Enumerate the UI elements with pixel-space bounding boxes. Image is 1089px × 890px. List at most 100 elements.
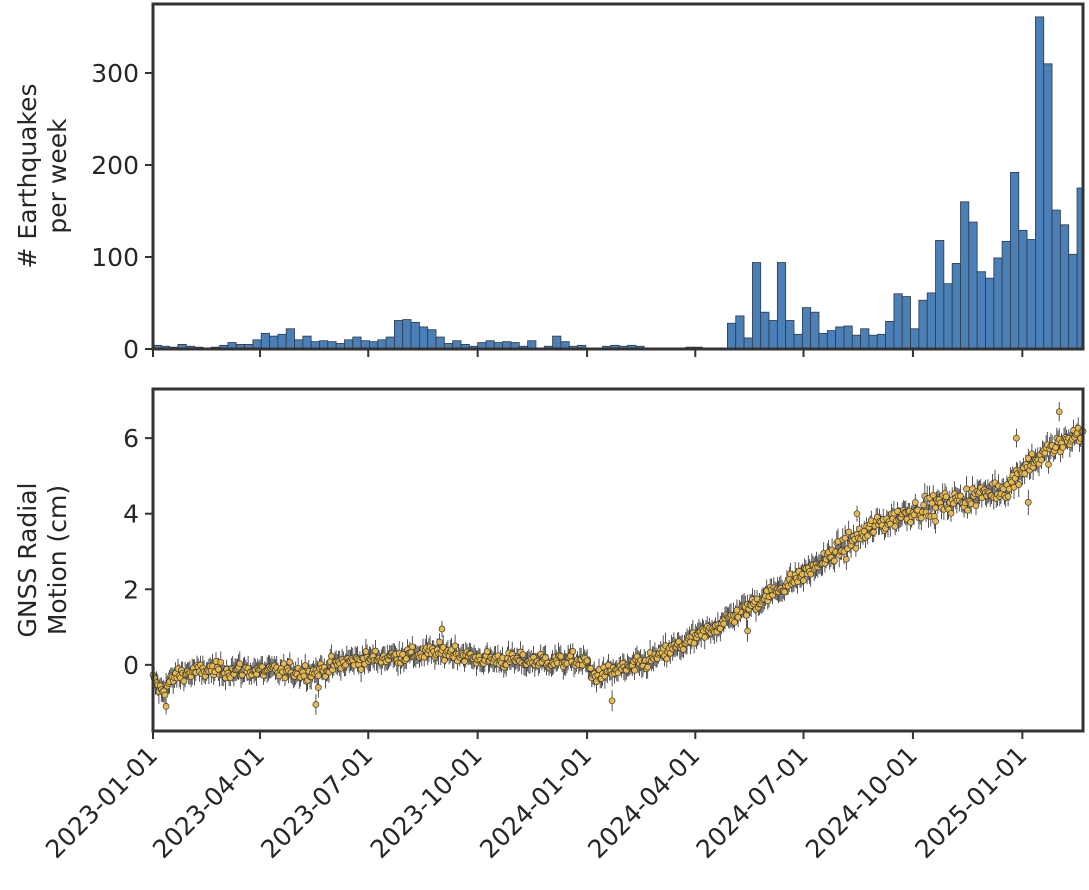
gnss-point (631, 666, 638, 674)
gnss-point (920, 501, 927, 509)
y-tick-label: 4 (123, 500, 139, 529)
gnss-point (569, 648, 577, 655)
earthquake-bar (776, 262, 787, 350)
earthquake-bar (1001, 240, 1011, 350)
gnss-point (519, 651, 527, 658)
gnss-point (1055, 408, 1063, 416)
gnss-point (583, 657, 591, 665)
earthquake-bar (851, 334, 862, 350)
gnss-point (281, 674, 289, 682)
gnss-point (180, 677, 188, 685)
earthquake-bar (918, 299, 928, 350)
x-tick-label: 2024-07-01 (691, 741, 814, 864)
earthquake-bar (402, 319, 412, 350)
gnss-y-ticks: 0 2 4 6 (123, 424, 153, 680)
earthquake-bar (760, 311, 770, 350)
earthquake-bar (435, 336, 445, 350)
gnss-point (690, 639, 698, 647)
gnss-point (280, 660, 288, 667)
gnss-point (161, 691, 169, 699)
earthquake-bar (818, 332, 828, 350)
gnss-point (314, 672, 322, 680)
gnss-point (439, 643, 447, 651)
earthquake-bar (843, 325, 853, 350)
earthquake-bar (394, 320, 404, 350)
earthquake-bar (951, 263, 961, 350)
gnss-point (907, 518, 914, 526)
gnss-point (362, 648, 370, 655)
earthquake-y-ticks: 0 100 200 300 (91, 59, 153, 364)
x-tick-label: 2023-07-01 (255, 741, 378, 864)
gnss-point (1052, 444, 1059, 451)
earthquake-ylabel-line1: # Earthquakes (13, 84, 42, 269)
gnss-point (438, 625, 446, 633)
x-tick-label: 2024-10-01 (800, 741, 923, 864)
earthquake-bar (285, 328, 295, 350)
y-tick-label: 100 (91, 243, 139, 272)
earthquake-bar (968, 221, 978, 350)
gnss-point (942, 493, 950, 501)
earthquake-bar (901, 296, 911, 350)
gnss-point (372, 647, 379, 655)
x-tick-label: 2023-10-01 (365, 741, 488, 864)
gnss-point (357, 666, 365, 673)
gnss-point (932, 517, 939, 525)
gnss-point (864, 532, 872, 540)
gnss-point (217, 658, 225, 666)
y-tick-label: 300 (91, 59, 139, 88)
earthquake-bar (277, 333, 287, 350)
gnss-point (845, 528, 853, 536)
gnss-point (963, 485, 970, 493)
gnss-point (744, 627, 751, 635)
gnss-point (891, 523, 899, 530)
gnss-point (1045, 461, 1052, 468)
gnss-point (301, 662, 309, 669)
gnss-point (743, 611, 750, 619)
x-tick-label: 2024-04-01 (582, 741, 705, 864)
gnss-motion-panel: 0 2 4 6 GNSS Radial Motion (cm) (13, 387, 1087, 739)
earthquake-bar (885, 320, 895, 350)
earthquake-bar (768, 320, 778, 350)
gnss-point (807, 570, 815, 578)
gnss-point (461, 658, 468, 665)
earthquake-bar (793, 333, 803, 350)
earthquake-bar (1043, 63, 1053, 350)
gnss-point (436, 638, 443, 646)
gnss-point (680, 646, 687, 653)
gnss-ylabel-line2: Motion (cm) (43, 485, 72, 635)
gnss-point (733, 606, 741, 614)
gnss-point (1004, 493, 1012, 500)
earthquake-histogram-panel: 0 100 200 300 # Earthquakes per week (13, 2, 1085, 364)
earthquake-bars (152, 16, 1084, 350)
gnss-point (731, 618, 738, 626)
earthquake-bar (985, 277, 995, 350)
gnss-point (947, 509, 955, 517)
earthquake-bar (976, 271, 986, 350)
gnss-point (781, 588, 788, 596)
gnss-point (314, 684, 322, 691)
gnss-point (557, 653, 565, 660)
gnss-ylabel-line1: GNSS Radial (13, 483, 42, 638)
earthquake-bar (926, 292, 936, 350)
gnss-point (608, 697, 616, 705)
gnss-point (1059, 443, 1067, 451)
gnss-point (957, 492, 964, 500)
earthquake-bar (1026, 239, 1036, 350)
earthquake-bar (727, 322, 737, 350)
earthquake-bar (743, 337, 753, 350)
gnss-data-points (149, 402, 1087, 715)
earthquake-bar (876, 333, 886, 350)
x-tick-label: 2023-04-01 (147, 741, 270, 864)
earthquake-bar (418, 326, 429, 350)
y-tick-label: 2 (123, 575, 139, 604)
y-tick-label: 6 (123, 424, 139, 453)
gnss-point (1024, 499, 1032, 506)
earthquake-bar (810, 311, 820, 350)
earthquake-bar (385, 336, 395, 350)
y-tick-label: 200 (91, 151, 139, 180)
earthquake-bar (410, 321, 420, 350)
gnss-point (870, 528, 878, 536)
date-tick-labels: 2023-01-012023-04-012023-07-012023-10-01… (40, 741, 1033, 864)
gnss-point (1024, 455, 1032, 462)
gnss-point (215, 665, 222, 673)
